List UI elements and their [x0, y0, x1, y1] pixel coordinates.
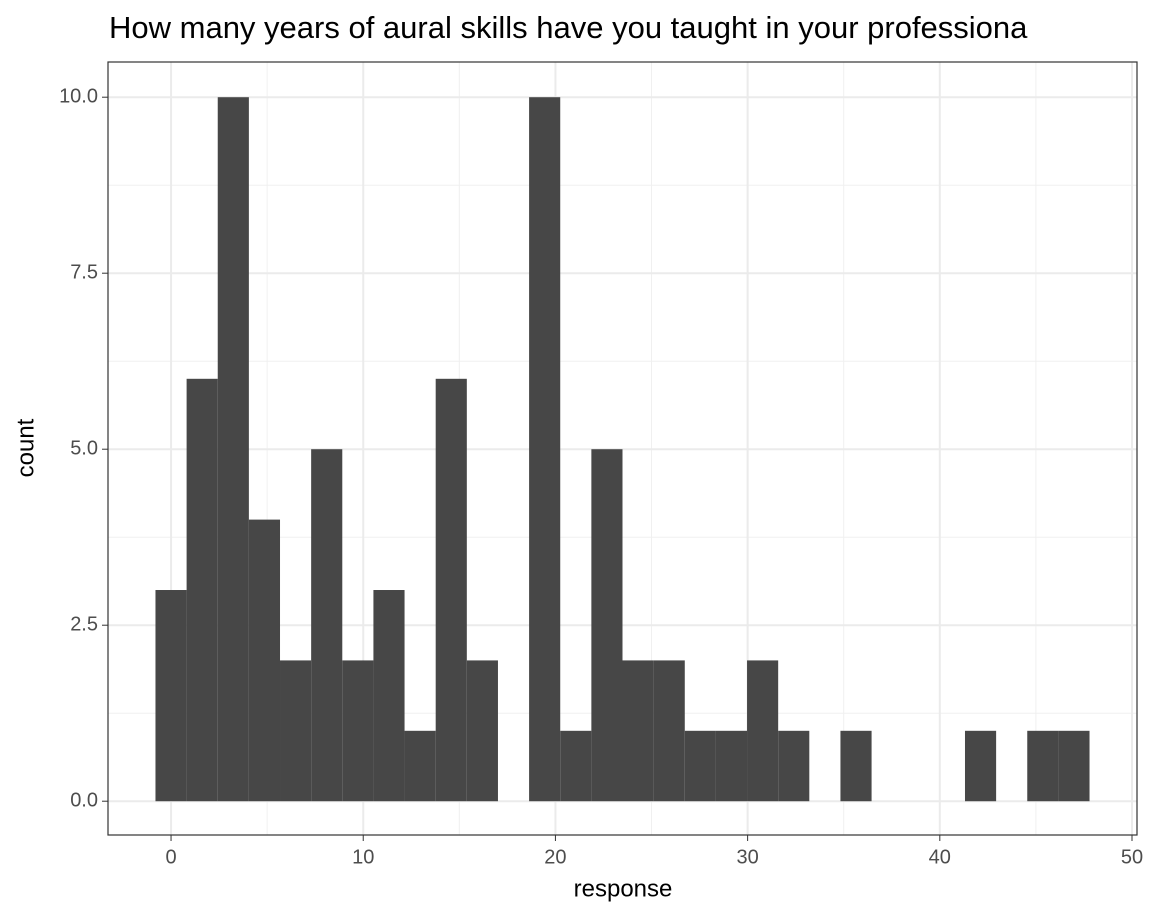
panel-border: [107, 61, 1138, 836]
y-axis-title: count: [12, 418, 39, 477]
y-tick-label: 10.0: [59, 85, 98, 107]
bar: [1027, 730, 1059, 802]
bar: [311, 449, 343, 802]
bar: [217, 97, 249, 802]
bar: [466, 660, 498, 802]
x-tick-label: 0: [165, 846, 176, 868]
bar: [778, 730, 810, 802]
bar: [622, 660, 654, 802]
bar: [1058, 730, 1090, 802]
bar: [653, 660, 685, 802]
bar: [435, 378, 467, 802]
bar: [404, 730, 436, 802]
x-axis-title: response: [574, 875, 673, 902]
bar: [342, 660, 374, 802]
bar: [280, 660, 312, 802]
bar: [248, 519, 281, 802]
bar: [964, 730, 997, 802]
bar: [373, 590, 405, 802]
x-tick-label: 40: [929, 846, 951, 868]
bar: [155, 590, 187, 802]
bar: [186, 378, 218, 802]
chart-title: How many years of aural skills have you …: [109, 10, 1028, 45]
y-tick-label: 7.5: [70, 261, 98, 283]
bar: [560, 730, 592, 802]
y-tick-label: 5.0: [70, 437, 98, 459]
bar: [684, 730, 716, 802]
x-tick-label: 20: [544, 846, 566, 868]
x-tick-label: 50: [1121, 846, 1143, 868]
bar: [840, 730, 872, 802]
bar: [715, 730, 748, 802]
bar: [591, 449, 623, 802]
x-tick-label: 30: [736, 846, 758, 868]
y-tick-label: 0.0: [70, 789, 98, 811]
x-tick-label: 10: [352, 846, 374, 868]
bar: [747, 660, 779, 802]
bar: [529, 97, 561, 802]
y-tick-label: 2.5: [70, 613, 98, 635]
